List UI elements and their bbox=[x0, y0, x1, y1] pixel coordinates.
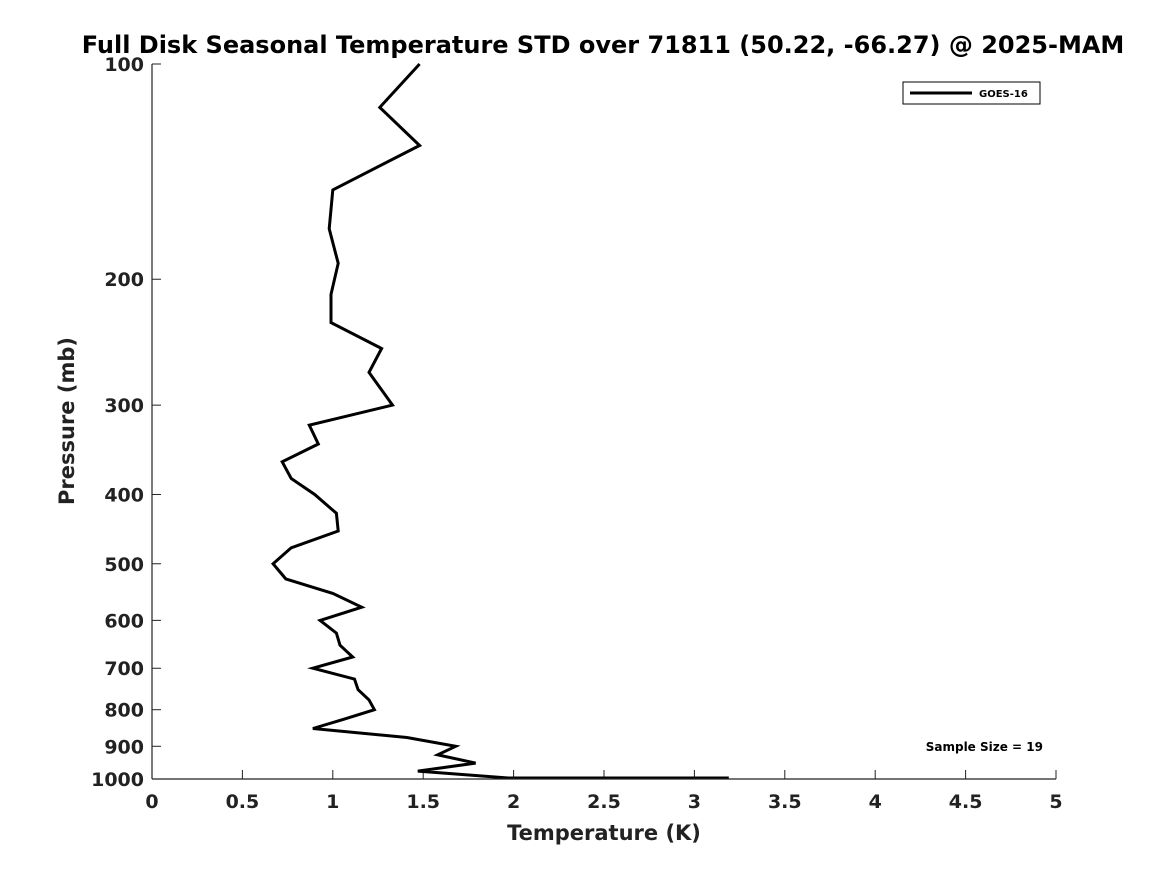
x-tick-label: 3.5 bbox=[768, 791, 802, 813]
y-tick-label: 100 bbox=[104, 54, 144, 76]
x-tick-label: 4 bbox=[869, 791, 882, 813]
x-tick-label: 4.5 bbox=[949, 791, 983, 813]
x-axis-label: Temperature (K) bbox=[507, 821, 701, 845]
x-tick-label: 2 bbox=[507, 791, 520, 813]
y-axis-label: Pressure (mb) bbox=[55, 337, 79, 505]
x-tick-label: 0.5 bbox=[226, 791, 260, 813]
x-tick-label: 5 bbox=[1049, 791, 1062, 813]
chart-title: Full Disk Seasonal Temperature STD over … bbox=[82, 31, 1125, 59]
series-line-goes-16 bbox=[271, 62, 729, 780]
y-tick-label: 700 bbox=[104, 658, 144, 680]
plot-frame bbox=[152, 64, 1056, 779]
legend-label-goes-16: GOES-16 bbox=[979, 89, 1028, 100]
x-tick-label: 1.5 bbox=[406, 791, 440, 813]
x-tick-label: 1 bbox=[326, 791, 339, 813]
y-tick-label: 1000 bbox=[91, 769, 144, 791]
sample-size-annotation: Sample Size = 19 bbox=[926, 740, 1043, 754]
x-tick-label: 2.5 bbox=[587, 791, 621, 813]
y-tick-label: 200 bbox=[104, 269, 144, 291]
legend: GOES-16 bbox=[902, 81, 1041, 105]
x-tick-label: 3 bbox=[688, 791, 701, 813]
y-tick-label: 900 bbox=[104, 736, 144, 758]
y-tick-label: 400 bbox=[104, 484, 144, 506]
y-tick-label: 500 bbox=[104, 554, 144, 576]
x-tick-label: 0 bbox=[145, 791, 158, 813]
y-tick-label: 800 bbox=[104, 700, 144, 722]
y-tick-label: 600 bbox=[104, 610, 144, 632]
y-tick-label: 300 bbox=[104, 395, 144, 417]
axis-ticks: 0 0.5 1 1.5 2 2.5 3 3.5 4 4.5 5 100 200 300 400 500 600 7… bbox=[91, 54, 1063, 813]
